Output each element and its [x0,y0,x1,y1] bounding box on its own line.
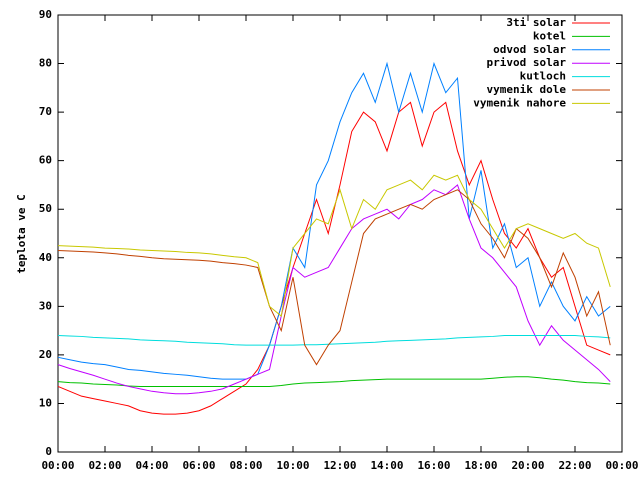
legend-label: kotel [533,29,566,42]
x-tick-label: 20:00 [511,459,544,472]
y-tick-label: 10 [39,396,52,409]
legend-label: vymenik nahore [473,96,566,109]
y-tick-label: 90 [39,8,52,21]
x-tick-label: 14:00 [370,459,403,472]
legend-label: 3ti solar [506,16,566,29]
y-tick-label: 30 [39,299,52,312]
legend-label: vymenik dole [487,83,567,96]
y-axis-label: teplota ve C [15,194,28,273]
x-tick-label: 00:00 [41,459,74,472]
legend-label: privod solar [487,56,567,69]
x-tick-label: 10:00 [276,459,309,472]
x-tick-label: 08:00 [229,459,262,472]
x-tick-label: 00:00 [605,459,638,472]
x-tick-label: 22:00 [558,459,591,472]
y-tick-label: 40 [39,251,52,264]
series-line [57,376,611,387]
y-tick-label: 70 [39,105,52,118]
y-tick-label: 50 [39,202,52,215]
series-line [57,334,611,346]
x-tick-label: 02:00 [88,459,121,472]
legend-label: kutloch [520,70,566,83]
y-tick-label: 80 [39,57,52,70]
series-line [57,174,611,317]
series-line [57,61,611,380]
y-tick-label: 0 [45,445,52,458]
series-line [57,189,611,366]
y-tick-label: 20 [39,348,52,361]
x-tick-label: 16:00 [417,459,450,472]
x-tick-label: 12:00 [323,459,356,472]
legend-label: odvod solar [493,43,566,56]
series-line [57,184,611,395]
series-line [57,101,611,415]
y-tick-label: 60 [39,154,52,167]
x-tick-label: 06:00 [182,459,215,472]
x-tick-label: 04:00 [135,459,168,472]
x-tick-label: 18:00 [464,459,497,472]
